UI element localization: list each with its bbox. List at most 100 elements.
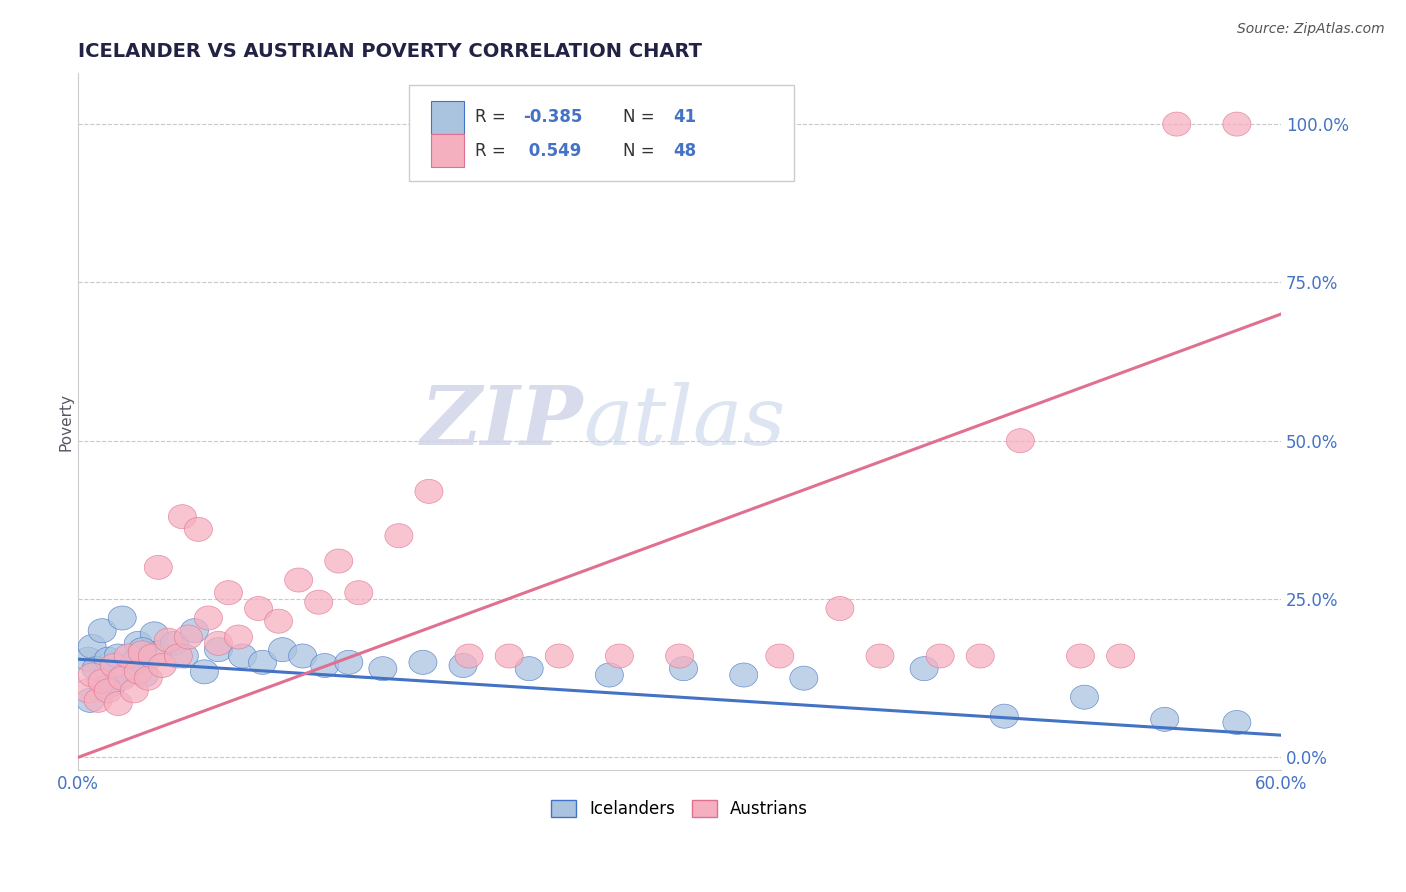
Ellipse shape [910,657,938,681]
Text: 48: 48 [673,142,696,160]
Ellipse shape [145,556,173,580]
Ellipse shape [194,606,222,630]
Ellipse shape [104,691,132,715]
Ellipse shape [215,581,242,605]
Ellipse shape [121,650,148,674]
Text: N =: N = [623,108,659,127]
Text: ICELANDER VS AUSTRIAN POVERTY CORRELATION CHART: ICELANDER VS AUSTRIAN POVERTY CORRELATIO… [79,42,702,61]
Ellipse shape [165,644,193,668]
Ellipse shape [665,644,693,668]
Ellipse shape [76,689,104,713]
Ellipse shape [169,505,197,529]
Legend: Icelanders, Austrians: Icelanders, Austrians [544,793,815,824]
Text: R =: R = [475,108,510,127]
Ellipse shape [134,666,162,690]
Ellipse shape [174,625,202,649]
Ellipse shape [1070,685,1098,709]
Ellipse shape [515,657,543,681]
FancyBboxPatch shape [409,86,794,181]
Ellipse shape [449,654,477,678]
Text: ZIP: ZIP [420,382,583,462]
Ellipse shape [825,597,853,621]
Ellipse shape [730,663,758,687]
Ellipse shape [170,644,198,668]
Ellipse shape [93,675,121,699]
Ellipse shape [145,640,173,665]
Ellipse shape [495,644,523,668]
Ellipse shape [288,644,316,668]
Ellipse shape [94,679,122,703]
Text: -0.385: -0.385 [523,108,582,127]
Ellipse shape [75,679,103,703]
Ellipse shape [84,689,112,713]
Ellipse shape [284,568,312,592]
Ellipse shape [790,666,818,690]
Ellipse shape [89,669,117,693]
Ellipse shape [966,644,994,668]
Ellipse shape [160,632,188,656]
Ellipse shape [990,704,1018,728]
Ellipse shape [311,654,339,678]
Ellipse shape [669,657,697,681]
Ellipse shape [138,644,166,668]
Ellipse shape [1007,429,1035,453]
Ellipse shape [180,619,208,643]
Text: 0.549: 0.549 [523,142,582,160]
Text: R =: R = [475,142,510,160]
Ellipse shape [264,609,292,633]
Ellipse shape [124,660,152,684]
Ellipse shape [595,663,623,687]
Ellipse shape [155,628,183,652]
Ellipse shape [110,663,138,687]
Ellipse shape [269,638,297,662]
Ellipse shape [546,644,574,668]
Ellipse shape [98,673,127,697]
Ellipse shape [606,644,634,668]
Ellipse shape [335,650,363,674]
Ellipse shape [305,591,333,615]
Text: Source: ZipAtlas.com: Source: ZipAtlas.com [1237,22,1385,37]
Ellipse shape [325,549,353,573]
Ellipse shape [1067,644,1094,668]
Ellipse shape [141,622,169,646]
FancyBboxPatch shape [430,101,464,134]
Ellipse shape [79,663,107,687]
Ellipse shape [190,660,218,684]
Ellipse shape [368,657,396,681]
Ellipse shape [766,644,794,668]
Ellipse shape [82,657,110,681]
Ellipse shape [456,644,484,668]
Text: 41: 41 [673,108,696,127]
Ellipse shape [204,638,232,662]
Ellipse shape [114,644,142,668]
Ellipse shape [75,648,103,671]
Ellipse shape [1223,112,1251,136]
Y-axis label: Poverty: Poverty [59,392,73,450]
Ellipse shape [415,479,443,503]
Ellipse shape [148,654,176,678]
Ellipse shape [1150,707,1178,731]
Text: atlas: atlas [583,382,786,462]
Ellipse shape [131,663,159,687]
Text: N =: N = [623,142,659,160]
Ellipse shape [204,632,232,656]
Ellipse shape [128,638,156,662]
Ellipse shape [94,648,122,671]
Ellipse shape [108,666,136,690]
Ellipse shape [184,517,212,541]
Ellipse shape [79,634,107,658]
Ellipse shape [108,606,136,630]
Ellipse shape [225,625,253,649]
Ellipse shape [121,679,148,703]
Ellipse shape [1223,710,1251,734]
Ellipse shape [228,644,256,668]
Ellipse shape [1163,112,1191,136]
Ellipse shape [1107,644,1135,668]
Ellipse shape [245,597,273,621]
Ellipse shape [89,619,117,643]
FancyBboxPatch shape [430,134,464,168]
Ellipse shape [866,644,894,668]
Ellipse shape [385,524,413,548]
Ellipse shape [344,581,373,605]
Ellipse shape [104,644,132,668]
